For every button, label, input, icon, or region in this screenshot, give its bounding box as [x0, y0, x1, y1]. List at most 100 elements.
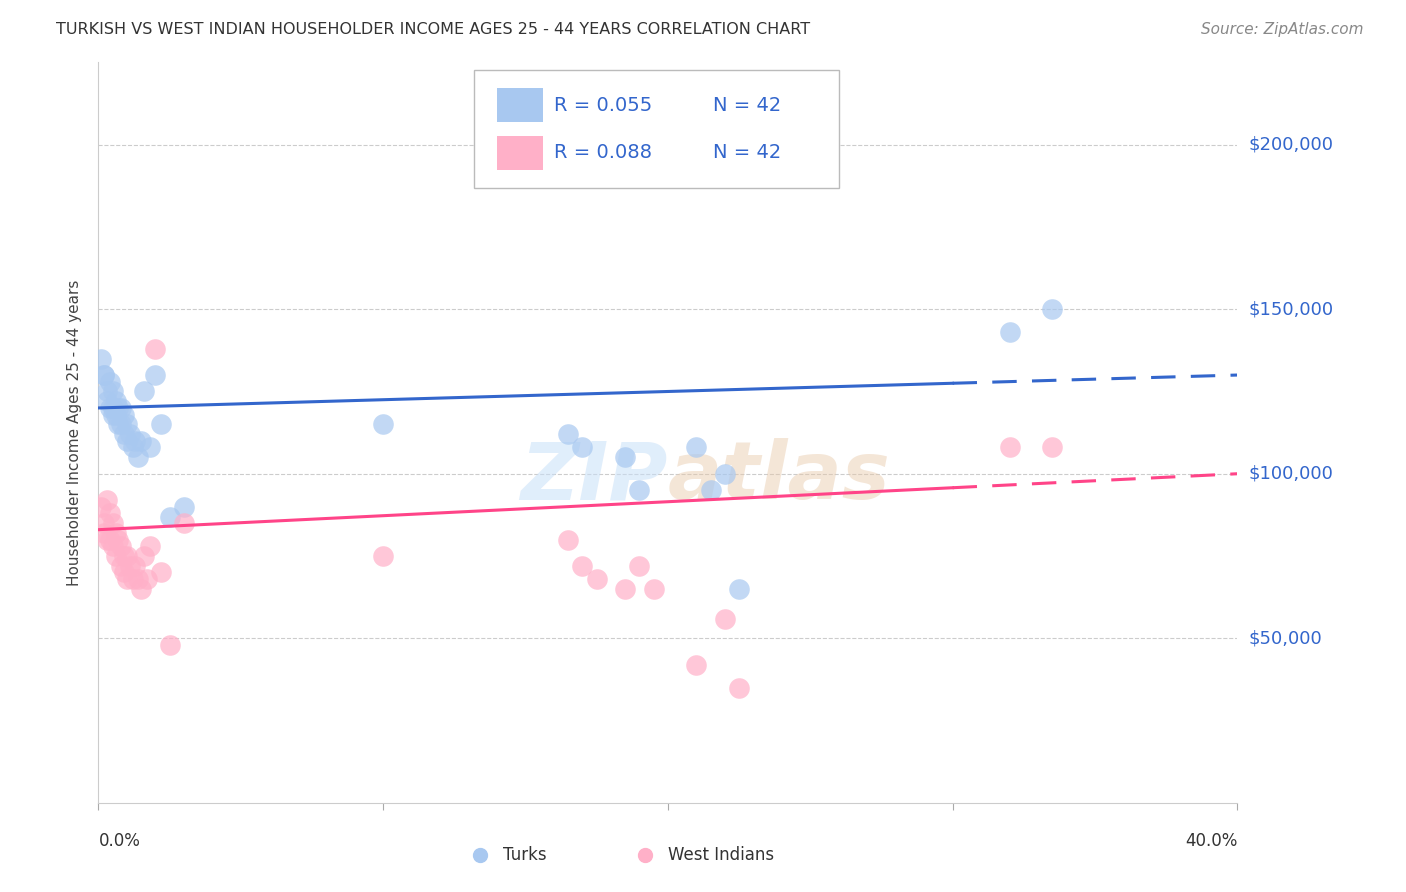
Point [714, 467, 737, 481]
Point [118, 558, 141, 573]
Text: $200,000: $200,000 [1249, 136, 1333, 153]
Point [557, 533, 579, 547]
Point [643, 582, 665, 596]
Point [138, 441, 160, 455]
Point [138, 539, 160, 553]
Text: R = 0.055: R = 0.055 [554, 95, 652, 115]
Point [699, 483, 721, 498]
Point [96, 533, 118, 547]
Point [115, 417, 138, 432]
Point [614, 582, 637, 596]
Point [124, 434, 146, 448]
Point [728, 582, 751, 596]
Point [101, 516, 124, 530]
Point [107, 533, 129, 547]
Y-axis label: Householder Income Ages 25 - 44 years: Householder Income Ages 25 - 44 years [67, 279, 83, 586]
Point [104, 526, 127, 541]
Point [98, 533, 121, 547]
Point [118, 427, 141, 442]
Text: R = 0.088: R = 0.088 [554, 144, 652, 162]
Point [101, 408, 124, 422]
Point [98, 401, 121, 415]
Point [728, 681, 751, 695]
Point [373, 417, 395, 432]
Point [124, 558, 146, 573]
Text: $100,000: $100,000 [1249, 465, 1333, 483]
Point [129, 582, 152, 596]
Text: West Indians: West Indians [668, 846, 773, 863]
Point [159, 509, 181, 524]
Point [107, 401, 129, 415]
Point [90, 351, 112, 366]
Point [112, 549, 135, 563]
Point [714, 611, 737, 625]
Text: atlas: atlas [668, 438, 890, 516]
Point [96, 394, 118, 409]
Point [628, 558, 651, 573]
Point [90, 500, 112, 514]
Point [98, 506, 121, 520]
Point [112, 427, 135, 442]
Point [110, 401, 132, 415]
Text: Source: ZipAtlas.com: Source: ZipAtlas.com [1201, 22, 1364, 37]
Point [107, 417, 129, 432]
Point [159, 638, 181, 652]
Text: 40.0%: 40.0% [1185, 832, 1237, 850]
Point [93, 526, 115, 541]
Text: $150,000: $150,000 [1249, 301, 1333, 318]
Point [96, 384, 118, 399]
Point [101, 384, 124, 399]
Point [93, 368, 115, 382]
Text: 0.0%: 0.0% [98, 832, 141, 850]
Point [127, 450, 149, 465]
Point [110, 558, 132, 573]
Point [614, 450, 637, 465]
Point [150, 417, 173, 432]
Point [112, 566, 135, 580]
Point [150, 566, 173, 580]
Point [173, 516, 195, 530]
Text: TURKISH VS WEST INDIAN HOUSEHOLDER INCOME AGES 25 - 44 YEARS CORRELATION CHART: TURKISH VS WEST INDIAN HOUSEHOLDER INCOM… [56, 22, 810, 37]
Point [998, 441, 1021, 455]
Point [115, 549, 138, 563]
Point [145, 368, 167, 382]
Bar [498, 136, 543, 169]
Point [98, 375, 121, 389]
Point [1040, 441, 1063, 455]
Text: N = 42: N = 42 [713, 95, 782, 115]
Text: ZIP: ZIP [520, 438, 668, 516]
Point [373, 549, 395, 563]
Point [557, 427, 579, 442]
Point [998, 325, 1021, 339]
Point [93, 368, 115, 382]
Point [101, 401, 124, 415]
Point [104, 549, 127, 563]
Point [685, 441, 707, 455]
Point [104, 408, 127, 422]
FancyBboxPatch shape [474, 70, 839, 188]
Point [135, 572, 157, 586]
Point [127, 572, 149, 586]
Point [121, 441, 143, 455]
Point [93, 516, 115, 530]
Point [115, 434, 138, 448]
Point [110, 539, 132, 553]
Point [132, 549, 155, 563]
Text: N = 42: N = 42 [713, 144, 782, 162]
Point [96, 493, 118, 508]
Point [585, 572, 607, 586]
Point [685, 657, 707, 672]
Text: Turks: Turks [503, 846, 547, 863]
Point [104, 394, 127, 409]
Point [173, 500, 195, 514]
Point [110, 417, 132, 432]
Point [129, 434, 152, 448]
Point [628, 483, 651, 498]
Point [132, 384, 155, 399]
Point [112, 408, 135, 422]
Point [101, 539, 124, 553]
Text: $50,000: $50,000 [1249, 629, 1322, 648]
Point [1040, 302, 1063, 317]
Point [145, 342, 167, 356]
Point [571, 558, 593, 573]
